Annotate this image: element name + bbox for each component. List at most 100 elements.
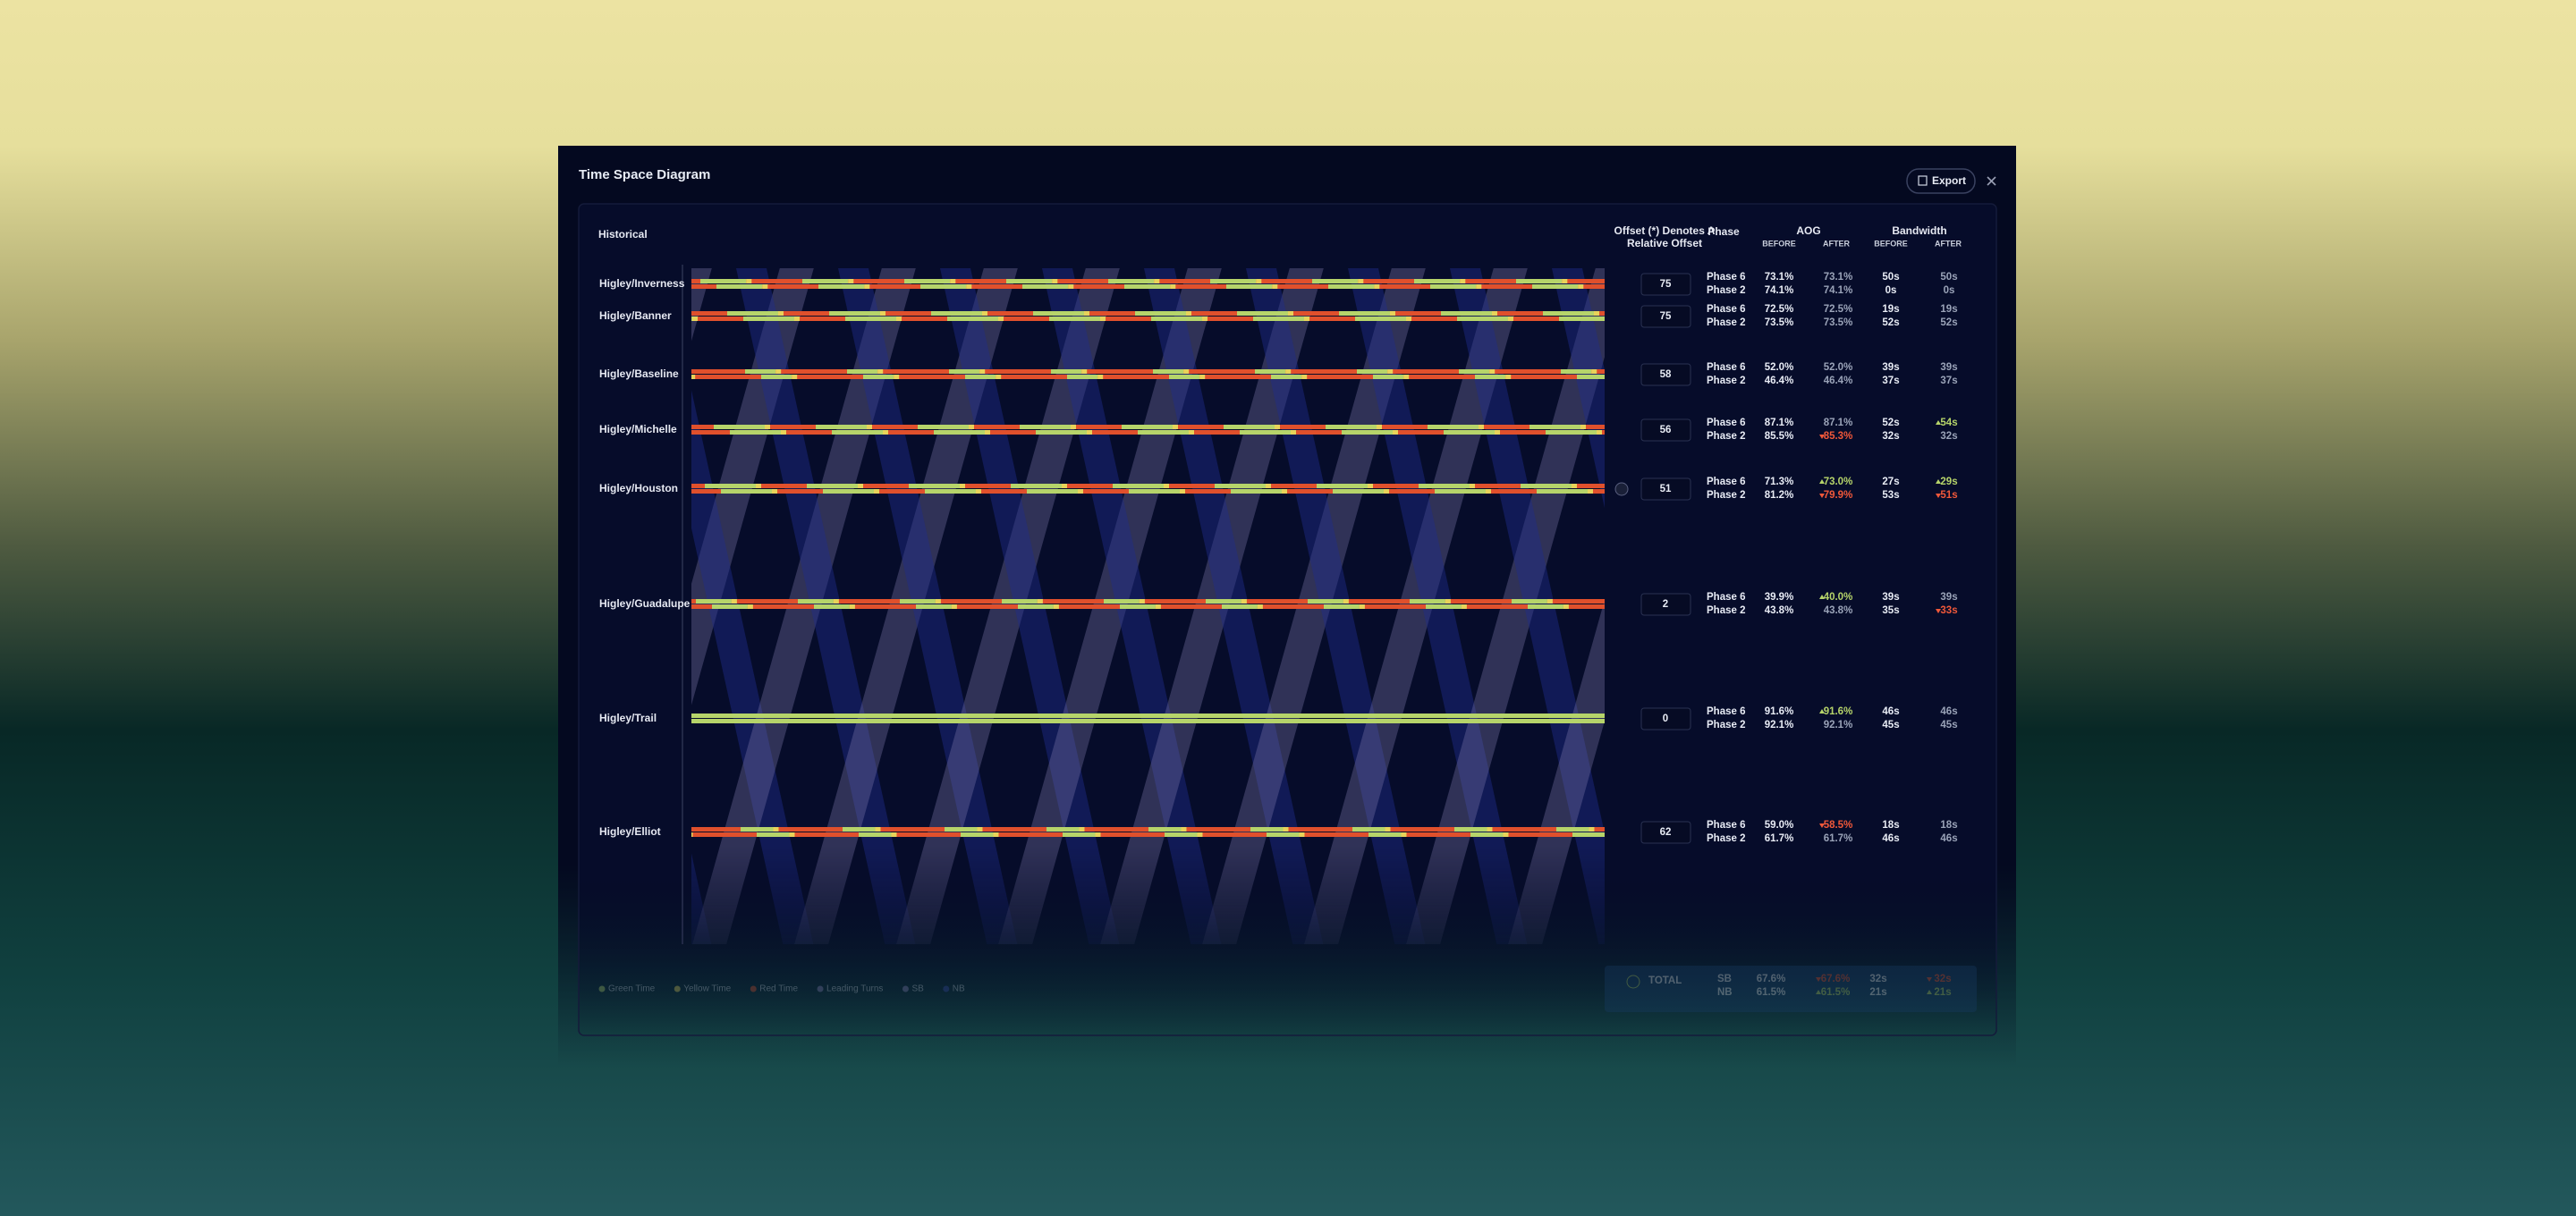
signal-yellow	[691, 375, 696, 379]
phase-name: Phase 2	[1707, 490, 1745, 501]
offset-input[interactable]	[1640, 707, 1691, 730]
signal-green	[1546, 430, 1597, 435]
aog-after: 61.7%	[1824, 833, 1853, 844]
signal-green	[1250, 827, 1284, 832]
signal-yellow	[1095, 832, 1101, 837]
offset-value[interactable]: 62	[1660, 827, 1672, 838]
signal-green	[1459, 369, 1490, 374]
bw-after: 39s	[1940, 362, 1957, 373]
offset-input[interactable]	[1640, 821, 1691, 844]
signal-yellow	[1588, 489, 1593, 494]
signal-yellow	[731, 599, 737, 604]
signal-green	[1428, 425, 1479, 429]
legend-swatch	[817, 985, 824, 992]
signal-green	[904, 279, 951, 283]
signal-yellow	[1461, 604, 1467, 609]
intersection-name: Higley/Banner	[599, 309, 672, 322]
signal-yellow	[896, 317, 902, 321]
signal-green	[1049, 317, 1100, 321]
signal-green	[1148, 827, 1182, 832]
signal-green	[1426, 604, 1462, 609]
signal-yellow	[1393, 430, 1398, 435]
signal-red	[691, 375, 1605, 379]
trend-arrow	[1927, 990, 1932, 994]
signal-green	[1414, 279, 1461, 283]
totals-label: TOTAL	[1648, 975, 1682, 986]
signal-green	[761, 375, 792, 379]
signal-green	[741, 827, 774, 832]
signal-green	[845, 317, 896, 321]
bw-before: 27s	[1882, 477, 1899, 487]
nb-band	[1552, 268, 1605, 509]
offset-value[interactable]: 75	[1660, 279, 1672, 290]
signal-yellow	[772, 489, 777, 494]
signal-green	[900, 599, 936, 604]
offset-input[interactable]	[1640, 593, 1691, 616]
signal-green	[1373, 375, 1404, 379]
signal-green	[1240, 430, 1291, 435]
signal-green	[727, 311, 778, 316]
signal-green	[1046, 827, 1080, 832]
offset-value[interactable]: 51	[1660, 484, 1672, 494]
signal-yellow	[1155, 604, 1161, 609]
legend: Green Time Yellow Time Red Time Leading Tur…	[598, 984, 965, 994]
intersection-row: Higley/Inverness 75 Phase 6 73.1% 73.1% 50s 50…	[599, 272, 1958, 296]
signal-green	[1441, 311, 1492, 316]
signal-yellow	[765, 425, 770, 429]
bw-after: 18s	[1940, 820, 1957, 831]
offset-value[interactable]: 0	[1663, 714, 1668, 724]
signal-yellow	[1597, 430, 1602, 435]
signal-yellow	[1288, 311, 1293, 316]
signal-yellow	[880, 311, 886, 316]
signal-green	[730, 430, 781, 435]
signal-yellow	[1266, 484, 1271, 488]
signal-green	[1224, 425, 1275, 429]
phase-name: Phase 6	[1707, 272, 1745, 283]
signal-green	[1011, 484, 1062, 488]
bw-before: 52s	[1882, 317, 1899, 328]
signal-yellow	[875, 827, 881, 832]
signal-green	[863, 375, 894, 379]
offset-value[interactable]: 58	[1660, 369, 1672, 380]
export-label[interactable]: Export	[1932, 174, 1966, 187]
offset-value[interactable]: 75	[1660, 311, 1672, 322]
close-stroke[interactable]	[1987, 176, 1996, 186]
signal-yellow	[691, 832, 693, 837]
legend-label: Green Time	[608, 984, 656, 994]
signal-yellow	[1272, 284, 1278, 289]
export-button-frame[interactable]	[1906, 168, 1976, 194]
signal-green	[1454, 827, 1487, 832]
direction: SB	[1717, 974, 1732, 984]
legend-swatch	[598, 985, 606, 992]
signal-yellow	[877, 369, 884, 374]
signal-yellow	[1285, 369, 1292, 374]
bw-before: 21s	[1869, 987, 1886, 998]
signal-green	[1267, 832, 1300, 837]
signal-yellow	[781, 430, 786, 435]
signal-green	[745, 369, 776, 374]
signal-yellow	[1401, 832, 1407, 837]
export-button[interactable]: Export	[1906, 168, 1976, 194]
offset-input[interactable]	[1640, 273, 1691, 296]
signal-yellow	[1186, 311, 1191, 316]
bw-before: 39s	[1882, 362, 1899, 373]
signal-yellow	[747, 604, 753, 609]
bw-before: 35s	[1882, 605, 1899, 616]
offset-input[interactable]	[1640, 477, 1691, 501]
bandwidth-header: Bandwidth	[1892, 224, 1946, 237]
aog-after: 85.3%	[1824, 431, 1853, 442]
signal-yellow	[993, 832, 999, 837]
offset-value[interactable]: 56	[1660, 425, 1672, 435]
offset-input[interactable]	[1640, 363, 1691, 386]
bw-after: 37s	[1940, 376, 1957, 386]
offset-value[interactable]: 2	[1663, 599, 1668, 610]
signal-yellow	[1053, 604, 1059, 609]
signal-green	[1104, 599, 1140, 604]
offset-input[interactable]	[1640, 305, 1691, 328]
trend-arrow	[1819, 823, 1825, 828]
signal-yellow	[1562, 279, 1568, 283]
offset-input[interactable]	[1640, 418, 1691, 442]
close-button[interactable]	[1987, 176, 1996, 186]
after-header: AFTER	[1823, 239, 1850, 248]
phase-name: Phase 6	[1707, 477, 1745, 487]
